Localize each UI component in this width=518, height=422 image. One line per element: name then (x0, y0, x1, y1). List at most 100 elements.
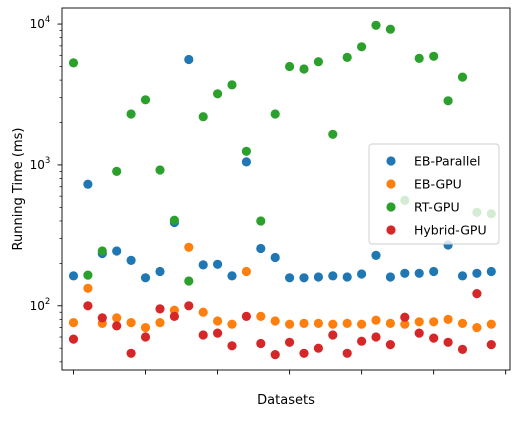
point-eb-parallel-12 (227, 271, 237, 281)
legend-label-rt-gpu: RT-GPU (414, 200, 460, 215)
point-eb-gpu-2 (83, 283, 93, 293)
point-rt-gpu-4 (112, 166, 122, 176)
point-eb-gpu-19 (328, 319, 338, 329)
point-eb-gpu-5 (126, 318, 136, 328)
point-hybrid-gpu-4 (112, 321, 122, 331)
point-eb-parallel-17 (299, 273, 309, 283)
point-eb-parallel-19 (328, 271, 338, 281)
point-rt-gpu-6 (140, 95, 151, 105)
point-rt-gpu-28 (457, 72, 468, 82)
legend-marker-eb-gpu (386, 179, 396, 189)
point-eb-gpu-11 (213, 316, 223, 326)
point-hybrid-gpu-18 (313, 343, 323, 353)
point-eb-gpu-18 (313, 318, 323, 328)
x-axis-label: Datasets (257, 393, 315, 408)
point-eb-gpu-29 (472, 323, 482, 333)
point-eb-parallel-15 (270, 252, 280, 263)
point-eb-parallel-4 (112, 246, 122, 256)
point-eb-gpu-4 (112, 313, 122, 323)
point-rt-gpu-16 (285, 61, 295, 72)
point-eb-gpu-27 (443, 314, 453, 324)
point-rt-gpu-21 (357, 42, 367, 52)
point-hybrid-gpu-30 (486, 340, 496, 350)
point-hybrid-gpu-13 (241, 311, 251, 321)
point-eb-gpu-12 (227, 319, 237, 329)
point-hybrid-gpu-24 (400, 312, 410, 322)
point-eb-parallel-21 (357, 269, 367, 279)
point-eb-gpu-13 (241, 266, 251, 277)
point-eb-gpu-20 (342, 318, 352, 328)
legend: EB-Parallel EB-GPU RT-GPU Hybrid-GPU (368, 143, 500, 245)
point-hybrid-gpu-2 (83, 301, 93, 311)
point-eb-gpu-16 (285, 319, 295, 329)
point-rt-gpu-12 (227, 80, 237, 90)
point-hybrid-gpu-8 (169, 311, 179, 321)
point-hybrid-gpu-21 (357, 336, 367, 346)
legend-label-hybrid-gpu: Hybrid-GPU (414, 223, 487, 238)
point-hybrid-gpu-7 (155, 304, 165, 314)
point-hybrid-gpu-26 (429, 333, 439, 343)
point-eb-parallel-14 (256, 243, 266, 254)
point-rt-gpu-10 (198, 112, 208, 122)
point-rt-gpu-2 (83, 270, 93, 280)
point-rt-gpu-15 (270, 109, 280, 119)
point-hybrid-gpu-19 (328, 330, 338, 340)
legend-marker-rt-gpu (386, 202, 396, 212)
y-axis-label: Running Time (ms) (11, 128, 26, 251)
point-hybrid-gpu-9 (184, 301, 194, 311)
plot-frame (61, 7, 511, 371)
point-rt-gpu-8 (169, 215, 179, 225)
point-hybrid-gpu-23 (385, 340, 395, 350)
point-eb-gpu-25 (414, 317, 424, 327)
point-eb-parallel-11 (213, 259, 223, 269)
point-rt-gpu-25 (414, 53, 424, 64)
point-hybrid-gpu-5 (126, 348, 136, 358)
legend-marker-eb-parallel (386, 156, 396, 166)
point-eb-parallel-20 (342, 272, 352, 282)
point-rt-gpu-26 (429, 51, 439, 61)
point-hybrid-gpu-28 (457, 344, 468, 354)
point-eb-gpu-9 (184, 242, 194, 252)
point-hybrid-gpu-6 (140, 332, 151, 342)
point-hybrid-gpu-10 (198, 330, 208, 340)
point-eb-gpu-23 (385, 318, 395, 328)
point-eb-gpu-6 (140, 323, 151, 333)
point-eb-parallel-6 (140, 273, 151, 283)
point-eb-parallel-28 (457, 271, 468, 281)
point-rt-gpu-9 (184, 276, 194, 286)
point-rt-gpu-13 (241, 146, 251, 156)
point-eb-gpu-7 (155, 318, 165, 328)
point-hybrid-gpu-11 (213, 328, 223, 338)
point-rt-gpu-1 (68, 58, 79, 68)
point-rt-gpu-14 (256, 216, 266, 226)
legend-label-eb-parallel: EB-Parallel (414, 154, 481, 169)
point-eb-gpu-24 (400, 319, 410, 329)
point-rt-gpu-3 (97, 246, 107, 256)
point-eb-parallel-1 (68, 271, 79, 281)
y-tick-label: 103 (30, 156, 51, 172)
point-hybrid-gpu-29 (472, 289, 482, 299)
point-eb-gpu-26 (429, 317, 439, 327)
point-eb-parallel-23 (385, 272, 395, 282)
legend-marker-hybrid-gpu (386, 225, 396, 235)
point-hybrid-gpu-15 (270, 350, 280, 360)
point-eb-gpu-17 (299, 318, 309, 328)
point-eb-gpu-14 (256, 311, 266, 321)
point-rt-gpu-18 (313, 57, 323, 67)
point-hybrid-gpu-17 (299, 348, 309, 358)
point-eb-parallel-26 (429, 266, 439, 277)
point-eb-parallel-30 (486, 266, 496, 277)
point-eb-parallel-7 (155, 266, 165, 277)
y-tick-label: 102 (30, 297, 51, 313)
point-rt-gpu-27 (443, 96, 453, 106)
point-eb-gpu-21 (357, 319, 367, 329)
legend-frame (368, 143, 500, 245)
point-hybrid-gpu-20 (342, 348, 352, 358)
point-eb-parallel-9 (184, 54, 194, 65)
legend-label-eb-gpu: EB-GPU (414, 177, 462, 192)
point-eb-gpu-1 (68, 318, 79, 328)
point-rt-gpu-20 (342, 52, 352, 63)
point-eb-parallel-25 (414, 268, 424, 278)
point-rt-gpu-7 (155, 165, 165, 175)
